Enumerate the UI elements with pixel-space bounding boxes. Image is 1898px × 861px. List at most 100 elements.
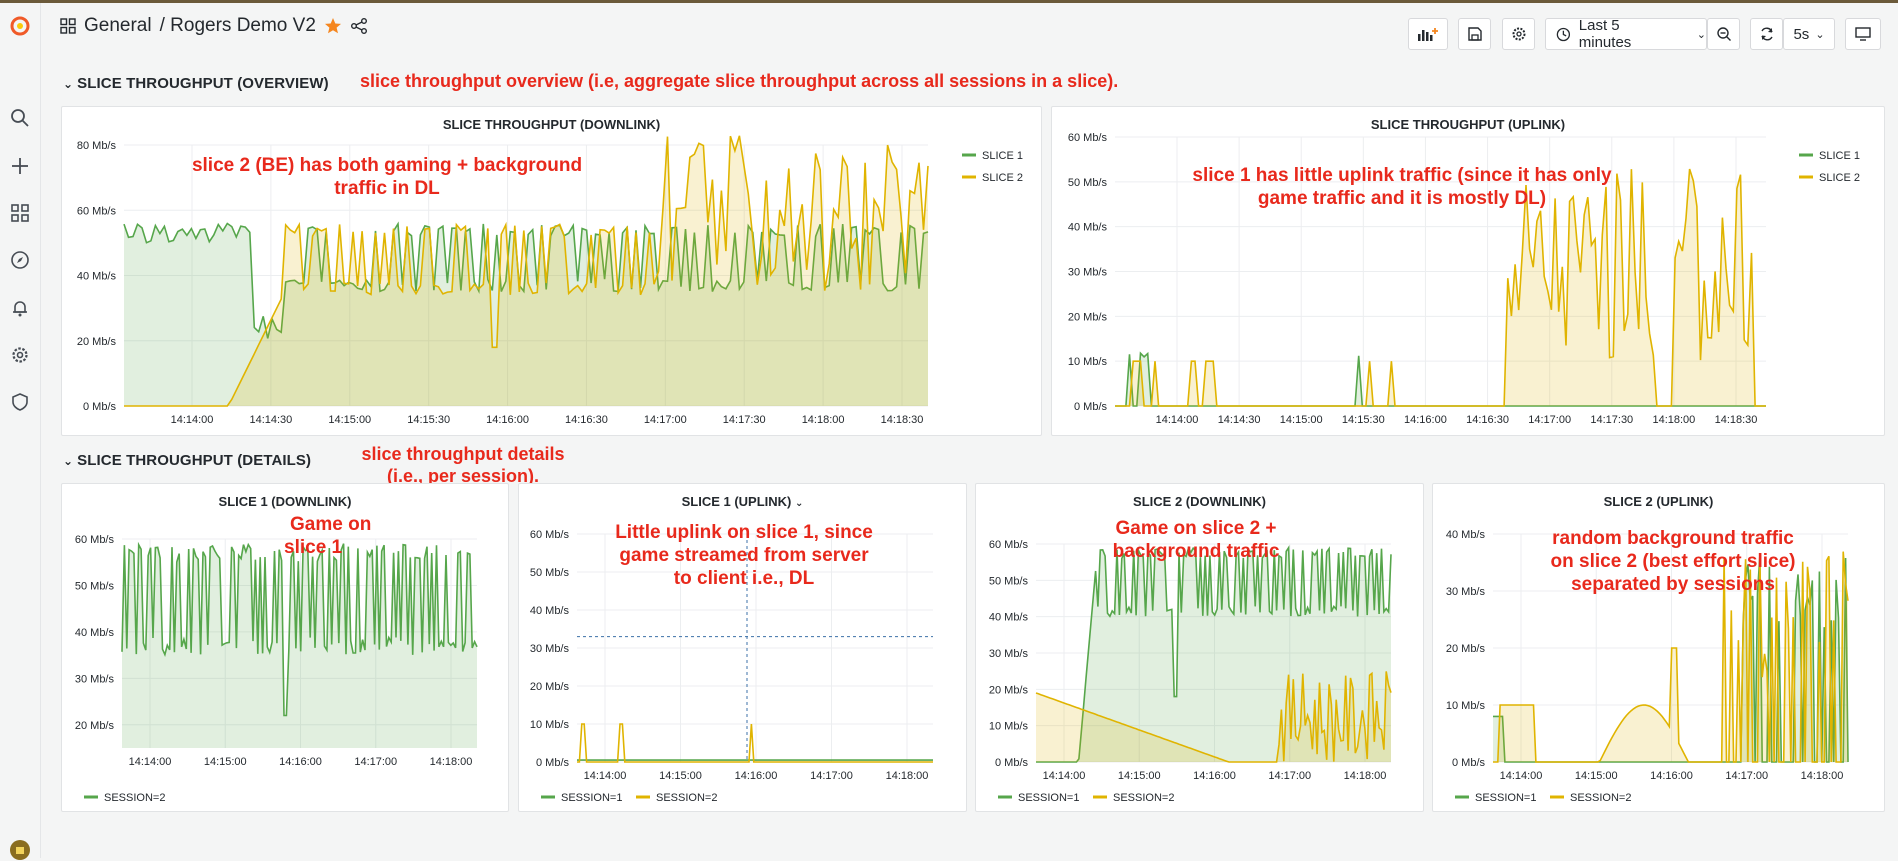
x-tick-label: 14:16:30 [1466,414,1509,426]
annotation-s2-ul: random background traffic on slice 2 (be… [1523,528,1823,596]
annotation-line: game traffic and it is mostly DL) [1257,187,1547,209]
y-tick-label: 0 Mb/s [1452,757,1486,769]
row-overview-title: SLICE THROUGHPUT (OVERVIEW) [77,75,329,92]
zoom-out-button[interactable] [1707,18,1740,50]
x-tick-label: 14:16:30 [565,414,608,426]
series-line-session-2 [1493,551,1849,763]
y-tick-label: 60 Mb/s [989,539,1029,551]
dashboard-settings-button[interactable] [1502,18,1535,50]
chevron-down-icon[interactable]: ⌄ [795,498,804,509]
x-tick-label: 14:14:00 [171,414,214,426]
legend-label: SESSION=2 [1113,792,1174,804]
refresh-icon [1760,27,1773,41]
chart-slice1-uplink: 0 Mb/s 10 Mb/s 20 Mb/s 30 Mb/s 40 Mb/s 50 Mb/… [530,529,933,804]
x-tick-label: 14:18:00 [886,770,929,782]
settings-gear-icon[interactable] [9,344,31,366]
user-avatar[interactable] [9,839,31,861]
x-tick-label: 14:14:00 [1043,770,1086,782]
panel-slice1-dl[interactable]: SLICE 1 (DOWNLINK) 20 Mb/s 30 Mb/s 40 Mb/s… [61,483,509,812]
annotation-details-line2: (i.e., per session). [386,465,540,486]
panel-ul-overview[interactable]: SLICE THROUGHPUT (UPLINK) 0 Mb/s 10 Mb/s 2… [1051,106,1885,436]
annotation-line: game streamed from server [619,544,869,566]
y-tick-label: 10 Mb/s [530,719,570,731]
chart-uplink-overview: 0 Mb/s 10 Mb/s 20 Mb/s 30 Mb/s 40 Mb/s 50 Mb/… [1068,132,1860,426]
explore-compass-icon[interactable] [9,249,31,271]
chevron-down-icon: ⌄ [63,454,74,468]
refresh-button[interactable] [1750,18,1783,50]
panel-slice2-ul[interactable]: SLICE 2 (UPLINK) 0 Mb/s 10 Mb/s 20 Mb/s 30 … [1432,483,1885,812]
refresh-interval-picker[interactable]: 5s ⌄ [1783,18,1835,50]
grafana-logo-icon[interactable] [9,15,31,37]
series-line-session-2 [1035,671,1392,763]
x-tick-label: 14:18:00 [1652,414,1695,426]
x-tick-label: 14:15:30 [407,414,450,426]
y-tick-label: 20 Mb/s [1446,643,1486,655]
legend-label: SLICE 1 [982,150,1023,162]
y-tick-label: 60 Mb/s [75,534,115,546]
monitor-icon [1855,27,1871,41]
annotation-s1-ul: Little uplink on slice 1, since game str… [569,522,919,590]
row-details-title: SLICE THROUGHPUT (DETAILS) [77,452,312,469]
shield-icon[interactable] [9,391,31,413]
y-tick-label: 40 Mb/s [1446,529,1486,541]
tv-mode-button[interactable] [1845,18,1881,50]
panel-title: SLICE 2 (DOWNLINK) [1133,494,1266,509]
chevron-down-icon: ⌄ [1696,28,1706,41]
y-tick-label: 0 Mb/s [995,757,1029,769]
add-panel-button[interactable] [1408,18,1448,50]
dashboard-header: General / Rogers Demo V2 [40,3,1898,49]
panel-slice2-dl[interactable]: SLICE 2 (DOWNLINK) 0 Mb/s 10 Mb/s 20 Mb/s 3… [975,483,1424,812]
legend-label: SLICE 1 [1819,150,1860,162]
star-icon[interactable] [324,17,342,35]
y-tick-label: 0 Mb/s [1074,401,1108,413]
series-area-session-2 [122,543,477,748]
annotation-line: Little uplink on slice 1, since [615,522,873,543]
x-tick-label: 14:16:00 [735,770,778,782]
x-tick-label: 14:15:00 [659,770,702,782]
breadcrumb: General / Rogers Demo V2 [60,15,368,37]
y-tick-label: 30 Mb/s [75,673,115,685]
annotation-s2-dl: Game on slice 2 + background traffic [1056,518,1336,564]
annotation-line: random background traffic [1552,528,1794,549]
x-tick-label: 14:14:30 [249,414,292,426]
alerting-bell-icon[interactable] [9,297,31,319]
save-icon [1467,27,1482,41]
series-area-session-2 [1493,551,1848,762]
y-tick-label: 40 Mb/s [530,605,570,617]
annotation-details: slice throughput details (i.e., per sess… [330,444,596,487]
row-details-toggle[interactable]: ⌄ SLICE THROUGHPUT (DETAILS) [63,452,311,469]
y-tick-label: 0 Mb/s [83,401,117,413]
panel-title: SLICE 2 (UPLINK) [1603,494,1714,509]
chevron-down-icon: ⌄ [1815,28,1825,41]
x-tick-label: 14:17:00 [810,770,853,782]
breadcrumb-dashboard-title[interactable]: / Rogers Demo V2 [159,15,316,36]
y-tick-label: 30 Mb/s [530,643,570,655]
panel-title: SLICE 1 (UPLINK) ⌄ [519,494,966,509]
add-panel-icon [1418,28,1438,41]
breadcrumb-folder[interactable]: General [84,15,152,36]
sidebar [0,3,41,861]
search-icon[interactable] [9,107,31,129]
x-tick-label: 14:16:00 [1650,770,1693,782]
y-tick-label: 50 Mb/s [75,580,115,592]
legend-label: SLICE 2 [1819,172,1860,184]
clock-icon [1556,27,1571,41]
y-tick-label: 50 Mb/s [1068,177,1108,189]
x-tick-label: 14:15:30 [1342,414,1385,426]
dashboards-grid-icon[interactable] [9,202,31,224]
legend-label: SLICE 2 [982,172,1023,184]
x-tick-label: 14:14:00 [129,756,172,768]
annotation-line: slice 2 (BE) has both gaming + backgroun… [191,155,583,176]
x-tick-label: 14:14:00 [1500,770,1543,782]
annotation-line: Game on [290,514,372,535]
x-tick-label: 14:18:30 [1715,414,1758,426]
panel-slice1-ul[interactable]: SLICE 1 (UPLINK) ⌄ 0 Mb/s 10 Mb/s 20 Mb/s 3… [518,483,967,812]
legend-label: SESSION=1 [1018,792,1079,804]
annotation-line: background traffic [1112,540,1280,562]
create-plus-icon[interactable] [9,155,31,177]
panel-dl-overview[interactable]: SLICE THROUGHPUT (DOWNLINK) 0 Mb/s 20 Mb/… [61,106,1042,436]
row-overview-toggle[interactable]: ⌄ SLICE THROUGHPUT (OVERVIEW) [63,75,329,92]
time-range-picker[interactable]: Last 5 minutes ⌄ [1545,17,1707,51]
save-dashboard-button[interactable] [1458,18,1491,50]
share-icon[interactable] [350,17,368,35]
